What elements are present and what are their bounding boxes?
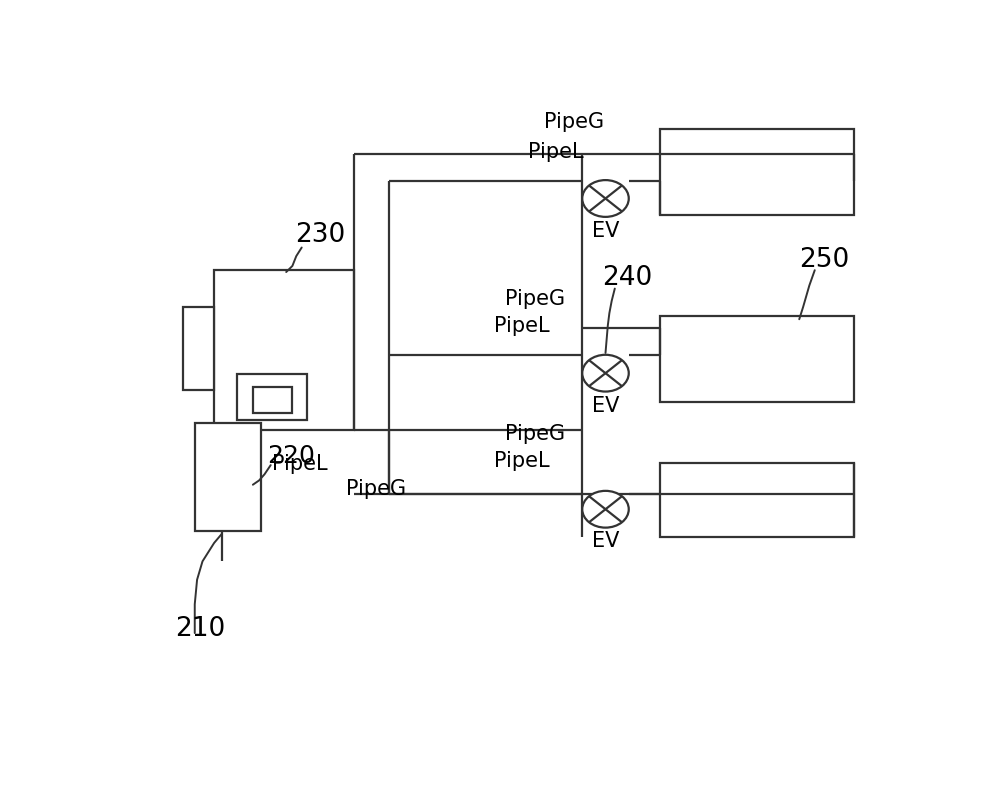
Text: EV: EV bbox=[592, 531, 619, 551]
Text: 210: 210 bbox=[175, 616, 226, 642]
Text: 220: 220 bbox=[267, 444, 315, 468]
Text: EV: EV bbox=[592, 396, 619, 416]
Bar bbox=[660, 316, 854, 402]
Bar bbox=[660, 463, 854, 537]
Bar bbox=[660, 129, 854, 215]
Text: PipeG: PipeG bbox=[346, 479, 406, 499]
Text: PipeL: PipeL bbox=[528, 142, 584, 162]
Text: 240: 240 bbox=[602, 265, 652, 291]
Text: PipeL: PipeL bbox=[494, 316, 550, 337]
Circle shape bbox=[582, 180, 629, 217]
Text: 230: 230 bbox=[296, 222, 346, 248]
Bar bbox=[183, 307, 214, 390]
Bar bbox=[195, 423, 261, 531]
Text: PipeL: PipeL bbox=[272, 455, 328, 474]
Text: PipeG: PipeG bbox=[505, 289, 565, 309]
Bar bbox=[253, 387, 292, 413]
Text: PipeG: PipeG bbox=[544, 112, 604, 132]
Circle shape bbox=[582, 491, 629, 528]
Circle shape bbox=[582, 355, 629, 392]
Text: EV: EV bbox=[592, 221, 619, 241]
Bar bbox=[237, 374, 307, 420]
Text: PipeG: PipeG bbox=[505, 423, 565, 443]
Text: 250: 250 bbox=[799, 247, 850, 273]
Text: PipeL: PipeL bbox=[494, 451, 550, 471]
Bar bbox=[214, 270, 354, 430]
